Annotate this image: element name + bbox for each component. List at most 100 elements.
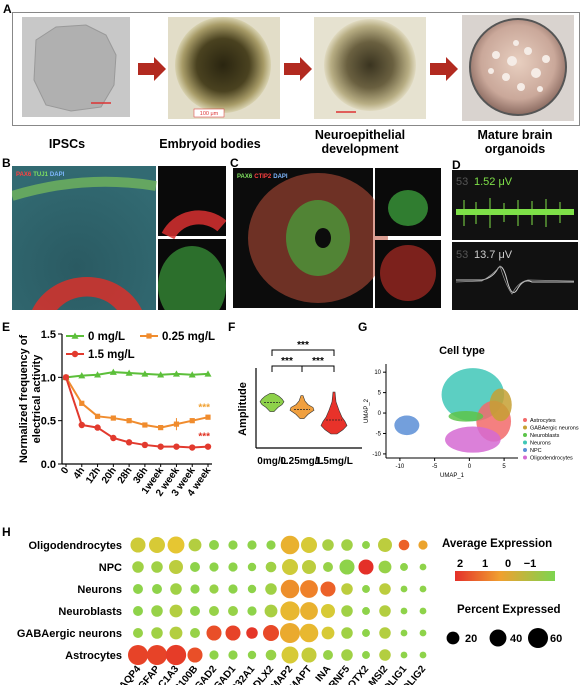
dot xyxy=(262,624,280,642)
arrow-right-icon xyxy=(430,57,458,81)
dot xyxy=(358,559,374,575)
dot xyxy=(419,563,427,571)
legend-label: Neuroblasts xyxy=(530,433,560,439)
stage-label-neuroepithelial: Neuroepithelial development xyxy=(314,128,406,156)
data-point xyxy=(189,444,196,451)
legend-marker xyxy=(146,333,152,339)
cluster-5 xyxy=(448,411,484,422)
legend-percent-tick: 40 xyxy=(510,633,522,645)
dot xyxy=(280,579,300,599)
dot xyxy=(209,562,219,572)
data-point xyxy=(126,418,132,424)
panel-g-label: G xyxy=(358,320,368,334)
dot xyxy=(228,606,238,616)
stain-tuj1: TUJ1 xyxy=(33,172,48,178)
dot xyxy=(341,605,353,617)
dot xyxy=(362,629,370,637)
y-tick-label: 0 xyxy=(378,411,382,417)
dot xyxy=(400,585,408,593)
dot xyxy=(379,627,391,639)
x-tick-label: 5 xyxy=(502,464,506,470)
panel-g-chart: Cell type -10 -5 0 5 -10 -5 0 5 10 UMAP_1 UMAP_2 Ast… xyxy=(364,345,579,479)
legend-percent-tick: 20 xyxy=(465,633,477,645)
dot xyxy=(188,538,202,552)
dot xyxy=(265,649,277,661)
dot xyxy=(341,539,353,551)
violin-1 xyxy=(289,395,315,419)
legend-marker xyxy=(523,425,527,430)
data-point xyxy=(94,371,102,378)
data-point xyxy=(110,434,117,442)
x-tick-label: 0 xyxy=(59,465,71,476)
y-axis-label: Amplitude xyxy=(237,382,249,436)
legend-label: Astrocytes xyxy=(530,418,556,424)
cluster-0 xyxy=(394,415,420,436)
dot xyxy=(323,650,333,660)
stain-ctip2: CTIP2 xyxy=(254,174,272,180)
dot xyxy=(247,584,257,594)
dot xyxy=(378,538,392,552)
legend-label: 0.25 mg/L xyxy=(162,331,215,343)
legend-marker xyxy=(523,440,527,445)
dot xyxy=(228,650,238,660)
data-point xyxy=(142,422,148,428)
row-label: Neuroblasts xyxy=(58,606,122,618)
dot xyxy=(419,607,427,615)
legend-label: GABAergic neurons xyxy=(530,426,579,432)
x-tick-label: -5 xyxy=(432,464,438,470)
panel-h-chart: Oligodendrocytes NPC Neurons Neuroblasts GAB… xyxy=(17,535,562,685)
significance-label: *** xyxy=(312,356,324,367)
data-point xyxy=(157,443,164,450)
data-point xyxy=(78,372,86,379)
x-tick-label: 28h xyxy=(116,465,135,485)
dot xyxy=(247,650,257,660)
legend-label: NPC xyxy=(530,448,542,454)
legend-expression-tick: 1 xyxy=(482,558,488,570)
y-tick-label: 10 xyxy=(374,370,381,376)
data-point xyxy=(78,421,85,429)
y-tick-label: 0.5 xyxy=(41,416,56,428)
dot xyxy=(148,536,166,554)
panel-e-label: E xyxy=(2,320,11,334)
dot xyxy=(190,584,200,594)
dot xyxy=(302,560,316,574)
dot xyxy=(151,627,163,639)
dot xyxy=(419,629,427,637)
panel-a-label: A xyxy=(3,2,12,16)
dot xyxy=(265,561,277,573)
data-point xyxy=(94,413,101,419)
series-line-2 xyxy=(65,377,209,449)
data-point xyxy=(189,418,195,424)
dot xyxy=(209,650,219,660)
dot xyxy=(190,562,200,572)
x-tick-label: -10 xyxy=(396,464,405,470)
data-point xyxy=(204,370,212,377)
x-tick-label: 20h xyxy=(100,465,119,485)
dot xyxy=(379,583,391,595)
legend-label: Neurons xyxy=(530,441,551,447)
legend-label: Oligodendrocytes xyxy=(530,456,573,462)
row-label: NPC xyxy=(99,562,122,574)
dot xyxy=(300,580,318,598)
significance-label: *** xyxy=(297,340,309,351)
dot xyxy=(165,644,187,666)
data-point xyxy=(110,415,116,421)
dot xyxy=(379,649,391,661)
dot xyxy=(280,601,300,621)
dot xyxy=(228,540,238,550)
dot xyxy=(300,602,318,620)
panel-d-traces: 53 1.52 μV 53 13.7 μV xyxy=(452,170,578,310)
panel-c-images: PAX6 CTIP2 DAPI xyxy=(233,168,441,308)
data-point xyxy=(188,371,196,378)
data-point xyxy=(172,370,180,377)
significance-bracket xyxy=(271,349,335,356)
dot xyxy=(341,627,353,639)
dot xyxy=(362,651,370,659)
series-line-0 xyxy=(65,371,209,379)
data-point xyxy=(173,443,180,450)
dot xyxy=(378,560,392,574)
panel-c-label: C xyxy=(230,156,239,170)
